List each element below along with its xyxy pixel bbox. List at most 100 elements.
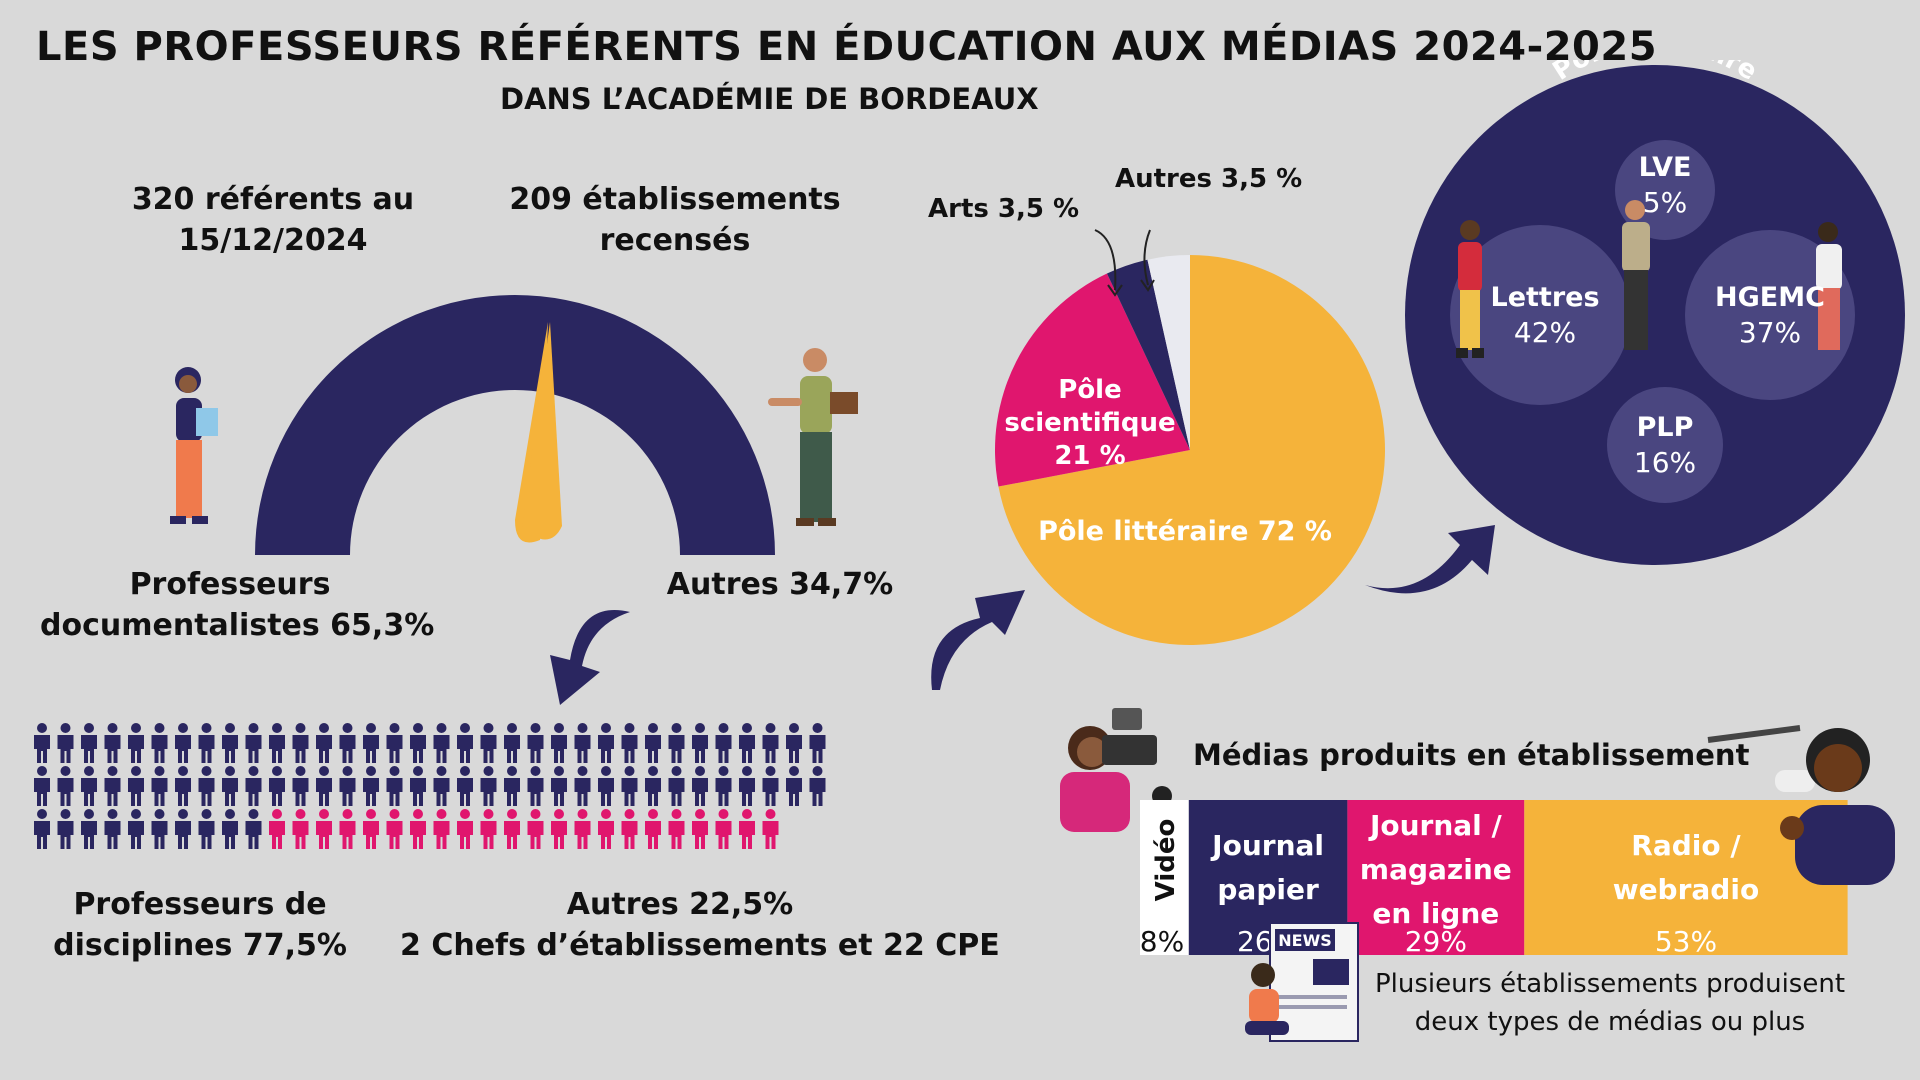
media-value-0: 8% [1140, 925, 1184, 958]
person-icon-discipline [339, 723, 356, 763]
picto-left-line2: disciplines 77,5% [53, 927, 347, 963]
person-icon-autres [551, 809, 567, 849]
media-value-3: 53% [1655, 925, 1717, 958]
person-icon-discipline [645, 766, 661, 806]
person-icon-discipline [81, 723, 97, 763]
person-icon-discipline [222, 766, 238, 806]
person-icon-discipline [57, 809, 74, 849]
bubble-chart: Pôle littéraire LVE5%Lettres42%HGEMC37%P… [1405, 60, 1905, 565]
referents-line2: 15/12/2024 [178, 222, 368, 258]
media-name-1: Journal [1210, 829, 1324, 862]
person-icon-discipline [151, 723, 168, 763]
arrow-up-right-icon [931, 590, 1025, 690]
person-icon-discipline [762, 723, 779, 763]
person-icon-discipline [104, 723, 121, 763]
person-icon-autres [739, 809, 755, 849]
person-icon-discipline [104, 766, 121, 806]
media-name-2: en ligne [1372, 897, 1499, 930]
person-icon-discipline [151, 766, 168, 806]
person-icon-autres [386, 809, 403, 849]
media-name-1: papier [1217, 873, 1319, 906]
person-icon-discipline [715, 723, 732, 763]
person-icon-discipline [81, 766, 97, 806]
person-icon-discipline [292, 723, 309, 763]
person-icon-autres [410, 809, 426, 849]
person-icon-autres [645, 809, 661, 849]
person-icon-discipline [128, 809, 144, 849]
pie-label-scientifique-line: Pôle [1058, 375, 1121, 405]
person-icon-discipline [222, 809, 238, 849]
person-icon-discipline [245, 809, 262, 849]
person-icon-discipline [551, 723, 567, 763]
bubble-value-2: 37% [1739, 316, 1801, 349]
referents-line1: 320 référents au [131, 182, 415, 217]
gauge-chart [255, 295, 775, 555]
person-icon-autres [762, 809, 779, 849]
person-icon-discipline [645, 723, 661, 763]
podcaster-illustration [1707, 725, 1895, 885]
etablissements-stat: 209 établissements recensés [500, 180, 850, 261]
person-icon-discipline [692, 766, 708, 806]
person-icon-autres [527, 809, 544, 849]
person-icon-discipline [269, 766, 285, 806]
gauge-left-line2: documentalistes 65,3% [40, 607, 435, 643]
person-icon-discipline [739, 766, 755, 806]
picto-right-line1: Autres 22,5% [566, 887, 794, 922]
picto-left-label: Professeurs de disciplines 77,5% [50, 885, 350, 966]
pie-pointer-arrows [1094, 229, 1155, 297]
person-icon-autres [316, 809, 332, 849]
pie-slice-2 [1106, 259, 1190, 450]
person-icon-autres [574, 809, 591, 849]
person-icon-discipline [292, 766, 309, 806]
person-icon-discipline [809, 723, 826, 763]
pie-slice-3 [1147, 255, 1190, 450]
person-icon-discipline [574, 723, 591, 763]
person-icon-discipline [574, 766, 591, 806]
person-icon-discipline [57, 766, 74, 806]
person-icon-autres [621, 809, 638, 849]
person-icon-discipline [433, 723, 450, 763]
person-icon-discipline [104, 809, 121, 849]
man-book-illustration [768, 348, 858, 526]
media-name-2: magazine [1360, 853, 1512, 886]
person-icon-discipline [363, 766, 379, 806]
person-icon-discipline [457, 766, 473, 806]
person-icon-discipline [527, 723, 544, 763]
person-icon-discipline [598, 723, 614, 763]
person-icon-discipline [621, 723, 638, 763]
person-icon-discipline [457, 723, 473, 763]
person-icon-discipline [34, 809, 50, 849]
person-icon-autres [480, 809, 497, 849]
media-name-video: Vidéo [1151, 819, 1181, 902]
figure-red-dress [1456, 220, 1484, 358]
person-icon-discipline [316, 723, 332, 763]
news-icon: NEWS [1278, 931, 1332, 950]
person-icon-discipline [339, 766, 356, 806]
bubble-name-3: PLP [1637, 412, 1694, 443]
etab-line2: recensés [599, 222, 751, 258]
person-icon-discipline [715, 766, 732, 806]
person-icon-autres [598, 809, 614, 849]
newspaper-reader-illustration: NEWS [1245, 922, 1359, 1042]
person-icon-discipline [386, 766, 403, 806]
woman-tablet-illustration [170, 367, 218, 524]
bubble-name-1: Lettres [1490, 282, 1599, 313]
person-icon-discipline [786, 766, 802, 806]
bubble-outer-circle [1405, 65, 1905, 565]
media-note: Plusieurs établissements produisent deux… [1370, 966, 1850, 1041]
person-icon-autres [363, 809, 379, 849]
person-icon-autres [339, 809, 356, 849]
person-icon-discipline [245, 766, 262, 806]
person-icon-discipline [245, 723, 262, 763]
bubble-name-2: HGEMC [1715, 282, 1825, 313]
media-note-line2: deux types de médias ou plus [1414, 1006, 1806, 1037]
media-name-2: Journal / [1368, 809, 1503, 842]
bubble-value-1: 42% [1514, 316, 1576, 349]
person-icon-discipline [621, 766, 638, 806]
etab-line1: 209 établissements [509, 182, 841, 217]
person-icon-discipline [316, 766, 332, 806]
media-segment-0 [1140, 800, 1189, 955]
person-icon-discipline [598, 766, 614, 806]
